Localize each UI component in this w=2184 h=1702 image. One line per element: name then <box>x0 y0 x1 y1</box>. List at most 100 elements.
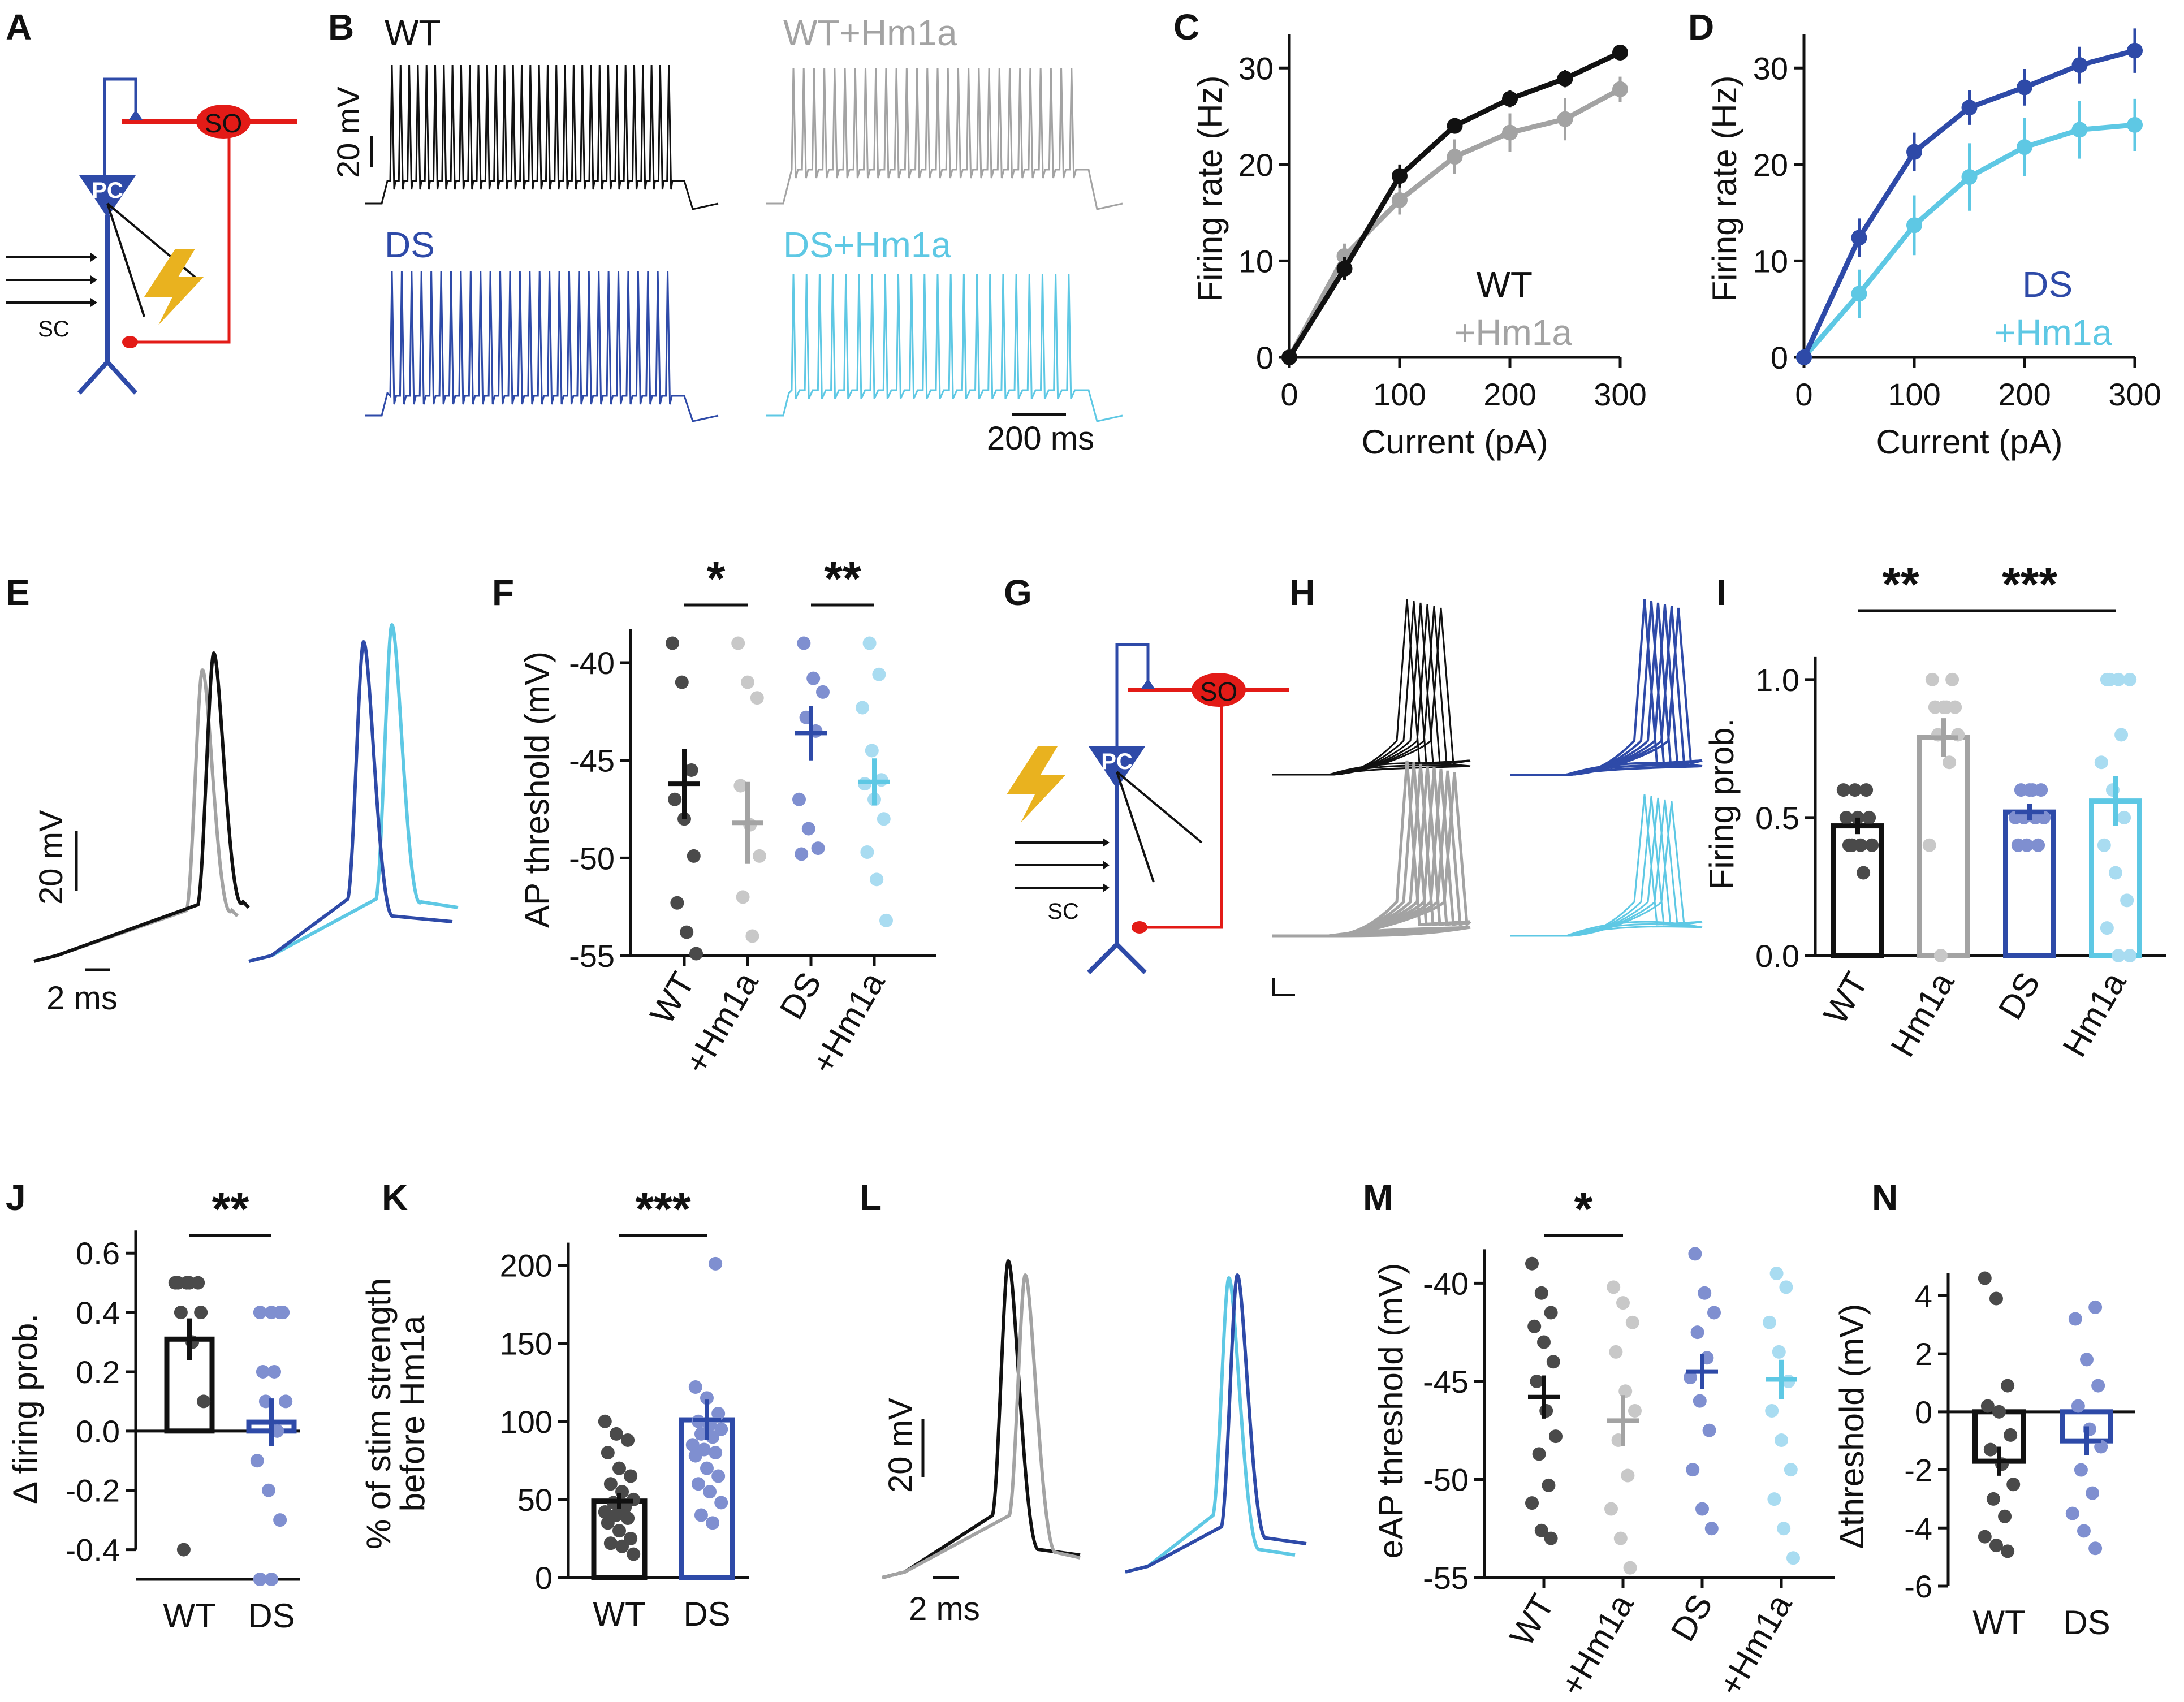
x-tick-label: DS <box>1991 966 2048 1026</box>
trace-l-wt <box>882 1259 1081 1579</box>
trace-ds <box>365 271 719 422</box>
panel-label-i: I <box>1716 572 1727 613</box>
y-tick-label: 2 <box>1915 1336 1932 1372</box>
data-point <box>621 1433 635 1447</box>
data-point <box>1502 124 1518 141</box>
panel-label-a: A <box>6 7 32 47</box>
legend-entry: +Hm1a <box>1454 312 1573 353</box>
chart-k: 0 50 100 150 200 WT DS *** before Hm1a% of stim … <box>360 1182 749 1633</box>
data-point <box>615 1539 629 1553</box>
bar <box>2003 809 2056 958</box>
y-tick-label: 4 <box>1915 1278 1932 1314</box>
data-point <box>711 1469 726 1483</box>
x-tick-label: 300 <box>1594 377 1646 412</box>
data-point <box>276 1306 290 1320</box>
data-point <box>685 1438 700 1452</box>
data-point <box>2026 783 2040 797</box>
y-tick-label: 200 <box>500 1248 553 1284</box>
data-point <box>1986 1492 2000 1506</box>
data-point <box>797 636 811 650</box>
x-tick-label: WT <box>163 1597 215 1635</box>
data-point <box>250 1454 264 1468</box>
data-point <box>2123 949 2137 962</box>
data-point <box>2120 893 2134 908</box>
y-tick-label: 30 <box>1238 50 1274 86</box>
trace-ds-hm1a <box>766 274 1123 422</box>
y-tick-label: -55 <box>1423 1560 1469 1596</box>
panel-label-c: C <box>1173 7 1199 47</box>
panel-label-k: K <box>382 1177 408 1218</box>
data-point <box>1961 169 1978 185</box>
data-point <box>1925 672 1939 686</box>
y-axis-label: Δ firing prob. <box>6 1314 44 1504</box>
data-point <box>860 845 874 859</box>
y-tick-label: 0 <box>1256 340 1274 375</box>
trace-wt-hm1a <box>766 67 1123 210</box>
data-point <box>706 1430 720 1444</box>
data-point <box>2091 1379 2105 1393</box>
y-tick-label: 0.4 <box>76 1295 120 1331</box>
data-point <box>750 691 764 705</box>
data-point <box>197 1394 211 1409</box>
y-tick-label: 0 <box>1771 340 1788 375</box>
lightning-bolt-icon-g <box>1007 746 1066 823</box>
data-point <box>621 1511 635 1526</box>
data-point <box>2068 1312 2082 1326</box>
x-tick-label: 200 <box>1483 377 1536 412</box>
data-point <box>711 1407 726 1420</box>
pc-label-g: PC <box>1101 749 1133 774</box>
data-point <box>709 1256 723 1271</box>
data-point <box>267 1364 282 1379</box>
data-point <box>598 1414 612 1428</box>
data-point <box>1686 1463 1700 1477</box>
x-axis-label: Current (pA) <box>1361 423 1548 461</box>
y-tick-label: -4 <box>1904 1510 1932 1546</box>
x-tick-label: 0 <box>1795 377 1812 412</box>
traces-b: WT WT+Hm1a DS DS+Hm1a 20 mV 200 ms <box>330 12 1123 457</box>
data-point <box>1539 1404 1553 1418</box>
traces-e: 20 mV 2 ms <box>33 623 459 1017</box>
data-point <box>862 636 877 650</box>
y-tick-label: 0.5 <box>1755 800 1799 836</box>
data-point <box>736 890 750 904</box>
trace-label-wt: WT <box>385 12 441 53</box>
data-point <box>714 1496 728 1510</box>
data-point <box>598 1505 612 1519</box>
data-point <box>1859 783 1874 797</box>
traces-h <box>1272 599 1703 996</box>
data-point <box>2100 921 2114 935</box>
panel-label-e: E <box>6 572 30 613</box>
data-point <box>1998 1509 2012 1523</box>
data-point <box>1616 1296 1630 1310</box>
data-point <box>2088 1300 2103 1314</box>
data-point <box>1537 1335 1551 1349</box>
y-tick-label: -6 <box>1904 1569 1932 1604</box>
x-tick-label: 100 <box>1373 377 1426 412</box>
significance-label: ** <box>1882 558 1919 611</box>
y-tick-label: -40 <box>569 645 615 681</box>
data-point <box>2006 1478 2021 1492</box>
data-point <box>183 1276 196 1290</box>
data-point <box>618 1500 632 1514</box>
data-point <box>627 1547 641 1561</box>
data-point <box>1839 810 1853 824</box>
data-point <box>603 1477 618 1491</box>
data-point <box>666 636 679 650</box>
data-point <box>1607 1280 1621 1294</box>
data-point <box>879 913 893 927</box>
data-point <box>1767 1492 1781 1506</box>
evoked-trace <box>1510 606 1703 776</box>
so-label: SO <box>205 109 242 138</box>
data-point <box>1534 1523 1548 1537</box>
y-tick-label: 0 <box>535 1560 553 1596</box>
data-point <box>2094 1440 2108 1454</box>
y-axis-label: Δthreshold (mV) <box>1833 1304 1871 1549</box>
legend-entry: +Hm1a <box>1995 312 2113 353</box>
data-point <box>609 1427 623 1441</box>
y-axis-label: Firing prob. <box>1703 718 1741 889</box>
data-point <box>1865 838 1879 852</box>
data-point <box>694 1508 708 1522</box>
data-point <box>601 1446 615 1460</box>
